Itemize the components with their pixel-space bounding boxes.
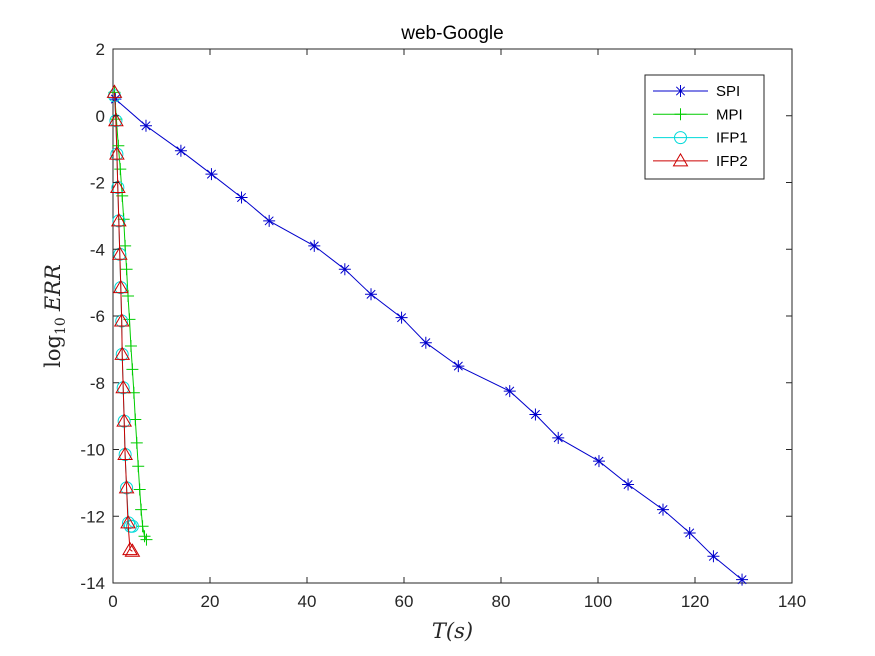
x-tick-label: 20 <box>201 592 220 611</box>
y-tick-label: -2 <box>90 174 105 193</box>
data-point-ifp2 <box>109 146 125 160</box>
legend-label-ifp2: IFP2 <box>716 153 748 170</box>
data-point-ifp1 <box>125 519 139 533</box>
data-point-spi <box>529 408 542 421</box>
data-point-mpi <box>122 289 135 302</box>
data-point-spi <box>683 526 696 539</box>
data-point-mpi <box>119 239 132 252</box>
legend-marker-ifp1 <box>674 131 687 145</box>
data-point-mpi <box>126 363 139 376</box>
legend-entry-spi: SPI <box>653 83 740 100</box>
data-point-ifp2 <box>108 112 124 127</box>
series-mpi <box>108 86 153 546</box>
data-point-spi <box>656 503 669 516</box>
data-point-ifp2 <box>106 84 123 98</box>
data-point-spi <box>592 455 605 468</box>
data-point-spi <box>419 336 432 349</box>
data-point-ifp2 <box>122 541 138 556</box>
data-point-ifp2 <box>109 179 126 194</box>
data-point-mpi <box>123 313 136 326</box>
y-tick-label: -8 <box>90 374 105 393</box>
legend-box <box>644 74 765 180</box>
data-point-spi <box>365 288 378 301</box>
legend-marker-mpi <box>674 108 687 121</box>
x-axis-label: T(s) <box>432 619 473 643</box>
data-point-mpi <box>129 413 142 426</box>
data-point-ifp2 <box>115 379 132 394</box>
legend-label-spi: SPI <box>716 83 740 100</box>
x-tick-label: 80 <box>492 592 511 611</box>
data-point-ifp2 <box>118 479 135 494</box>
data-point-spi <box>139 119 152 132</box>
y-tick-label: 0 <box>96 107 105 126</box>
data-point-mpi <box>138 530 151 543</box>
data-point-ifp2 <box>116 413 133 427</box>
series-layer <box>106 84 749 586</box>
data-point-ifp2 <box>112 279 129 294</box>
y-tick-label: -4 <box>90 240 105 259</box>
data-point-ifp2 <box>110 212 127 227</box>
data-point-mpi <box>140 533 153 546</box>
series-line-ifp2 <box>114 92 133 552</box>
y-tick-label: -14 <box>80 574 105 593</box>
series-ifp2 <box>106 84 141 557</box>
legend-marker-spi <box>674 85 687 97</box>
y-tick-label: -12 <box>80 507 105 526</box>
legend-entry-ifp2: IFP2 <box>653 153 748 170</box>
data-point-mpi <box>120 263 133 276</box>
data-point-spi <box>736 573 749 586</box>
data-point-ifp2 <box>111 246 128 260</box>
x-tick-label: 40 <box>298 592 317 611</box>
data-point-spi <box>622 478 635 491</box>
data-point-spi <box>452 360 465 373</box>
data-point-mpi <box>130 436 143 449</box>
data-point-spi <box>503 385 516 398</box>
legend-entries: SPI MPI IFP1 IFP2 <box>653 83 748 170</box>
data-point-spi <box>338 263 351 276</box>
data-point-spi <box>395 311 408 324</box>
y-axis-label: log10 ERR <box>41 264 69 368</box>
data-point-mpi <box>133 483 146 496</box>
data-point-spi <box>235 191 248 204</box>
data-point-mpi <box>117 213 130 226</box>
data-point-ifp2 <box>120 514 136 529</box>
data-point-ifp2 <box>114 346 131 360</box>
x-tick-label: 60 <box>395 592 414 611</box>
data-point-mpi <box>114 163 127 176</box>
data-point-ifp2 <box>124 543 141 557</box>
legend-entry-mpi: MPI <box>653 106 743 123</box>
y-tick-label: 2 <box>96 40 105 59</box>
x-tick-label: 140 <box>778 592 806 611</box>
legend: SPI MPI IFP1 IFP2 <box>644 74 765 180</box>
x-tick-label: 0 <box>108 592 117 611</box>
data-point-mpi <box>135 503 148 516</box>
data-point-spi <box>308 239 321 252</box>
y-axis-label-variable: ERR <box>41 264 65 312</box>
chart-title: web-Google <box>400 23 503 44</box>
axis-ticks: 0 20 40 60 80 100 120 140 -14 -12 -10 -8 -6 -4 -2 0 2 <box>80 40 806 611</box>
y-tick-label: -6 <box>90 307 105 326</box>
legend-label-ifp1: IFP1 <box>716 130 748 147</box>
data-point-spi <box>174 144 187 157</box>
legend-entry-ifp1: IFP1 <box>653 130 748 147</box>
data-point-ifp2 <box>117 446 133 461</box>
data-point-spi <box>263 214 276 227</box>
legend-marker-ifp2 <box>672 152 689 167</box>
y-axis-label-base: log <box>41 335 65 368</box>
series-spi <box>109 93 749 586</box>
data-point-mpi <box>132 460 145 473</box>
data-point-spi <box>552 431 565 444</box>
x-tick-label: 100 <box>584 592 612 611</box>
y-tick-label: -10 <box>80 441 105 460</box>
x-tick-label: 120 <box>681 592 709 611</box>
data-point-mpi <box>124 340 137 353</box>
data-point-spi <box>707 550 720 563</box>
data-point-ifp2 <box>113 313 130 327</box>
legend-label-mpi: MPI <box>716 106 743 123</box>
data-point-spi <box>205 168 218 181</box>
y-axis-label-subscript: 10 <box>53 317 69 335</box>
